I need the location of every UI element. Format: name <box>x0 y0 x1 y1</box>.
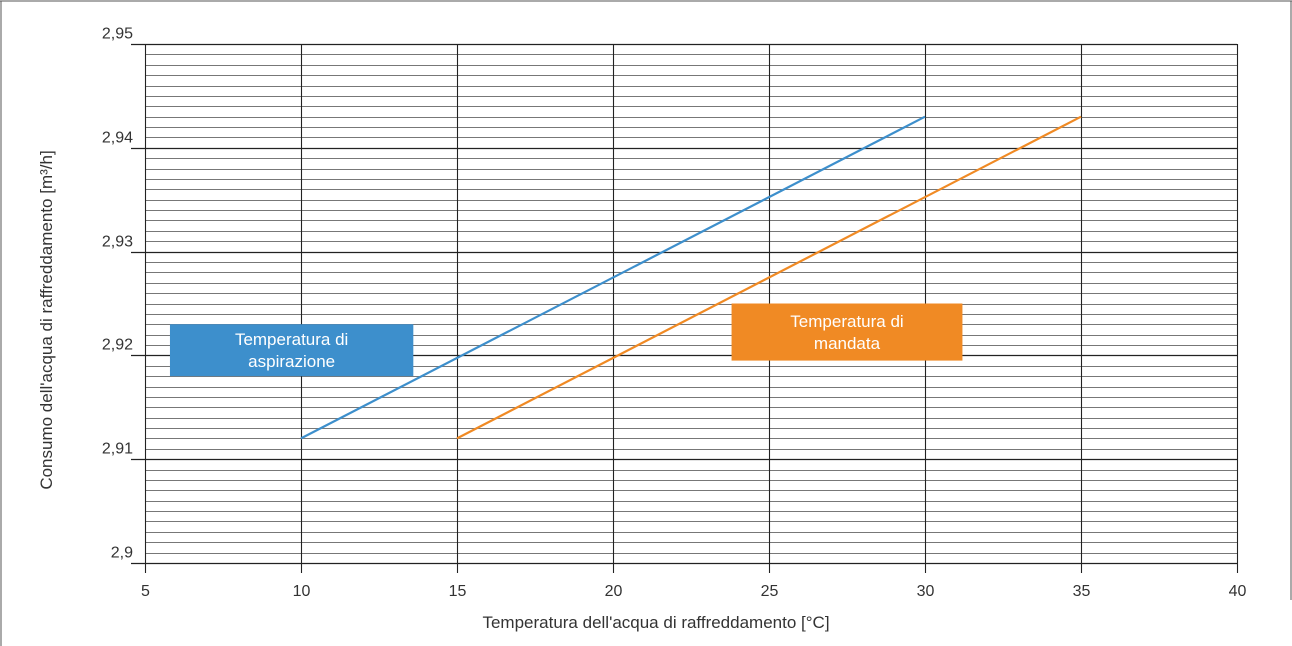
y-tick-label: 2,95 <box>102 26 133 43</box>
x-tick-label: 20 <box>605 583 623 600</box>
x-tick-label: 5 <box>141 583 150 600</box>
series-line-1 <box>300 115 926 440</box>
y-tick-label: 2,94 <box>102 130 133 147</box>
annotations: Temperatura di aspirazione Temperatura di m… <box>169 303 963 377</box>
annotation-label: Temperatura di <box>790 312 903 331</box>
annotation-box-1 <box>169 324 414 377</box>
x-tick-label: 10 <box>293 583 311 600</box>
minor-grid <box>145 44 1237 564</box>
x-axis-title: Temperatura dell'acqua di raffreddamento… <box>482 613 829 632</box>
annotation-box-2 <box>731 303 963 361</box>
series-line-2 <box>456 115 1082 440</box>
y-tick-label: 2,92 <box>102 337 133 354</box>
annotation-label: mandata <box>814 334 881 353</box>
x-tick-label: 30 <box>917 583 935 600</box>
x-tick-label: 25 <box>761 583 779 600</box>
series-layer <box>300 115 1082 440</box>
tick-labels: 2,9 2,91 2,92 2,93 2,94 2,95 5 10 15 20 25 30 35 40 <box>102 26 1247 601</box>
annotation-label: aspirazione <box>248 352 335 371</box>
x-tick-label: 15 <box>449 583 467 600</box>
y-tick-label: 2,93 <box>102 234 133 251</box>
y-axis-title: Consumo dell'acqua di raffreddamento [m³… <box>37 150 56 489</box>
x-tick-label: 35 <box>1073 583 1091 600</box>
major-grid <box>131 43 1239 573</box>
x-tick-label: 40 <box>1229 583 1247 600</box>
annotation-label: Temperatura di <box>235 330 348 349</box>
y-tick-label: 2,91 <box>102 441 133 458</box>
y-tick-label: 2,9 <box>111 545 133 562</box>
